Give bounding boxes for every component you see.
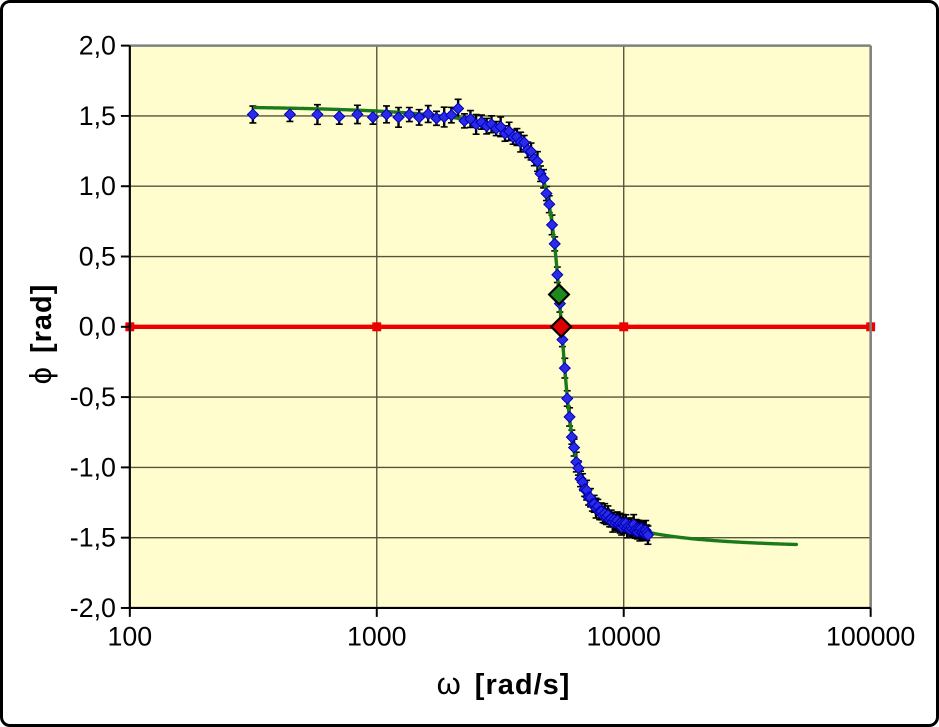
data-point — [366, 111, 380, 124]
data-point — [380, 108, 393, 121]
y-tick-label: 2,0 — [79, 31, 116, 61]
data-point — [392, 111, 405, 124]
x-tick-label: 10000 — [586, 622, 660, 652]
data-point — [572, 461, 585, 475]
y-tick-label: 0,5 — [79, 241, 116, 271]
data-point — [563, 410, 576, 424]
data-point — [558, 361, 571, 375]
data-point — [451, 102, 465, 115]
y-tick-label: -1,5 — [70, 523, 116, 553]
x-tick-label: 100 — [107, 622, 152, 652]
y-axis-title: ϕ [rad] — [23, 234, 59, 434]
zero-line-marker — [372, 322, 382, 332]
data-point — [422, 107, 435, 121]
x-tick-label: 100000 — [826, 622, 915, 652]
omega-symbol: ω — [436, 666, 461, 701]
data-point — [556, 333, 569, 346]
y-tick-label: 1,0 — [79, 171, 116, 201]
data-point — [561, 392, 574, 405]
data-point — [567, 441, 581, 454]
data-point — [445, 108, 458, 122]
data-point — [351, 108, 364, 121]
data-point — [531, 155, 544, 168]
y-tick-label: -2,0 — [70, 593, 116, 623]
phi-symbol: ϕ — [23, 367, 58, 385]
y-tick-label: 1,5 — [79, 101, 116, 131]
data-point — [403, 108, 416, 121]
y-tick-label: -1,0 — [70, 452, 116, 482]
data-point — [333, 110, 346, 123]
data-point — [283, 108, 297, 121]
y-tick-label: 0,0 — [79, 312, 116, 342]
data-point — [537, 172, 550, 185]
y-tick-label: -0,5 — [70, 382, 116, 412]
data-point — [543, 198, 556, 211]
data-point — [565, 431, 578, 444]
data-point — [311, 108, 324, 121]
x-axis-title: ω [rad/s] — [130, 666, 877, 702]
data-point — [540, 187, 553, 200]
data-point — [545, 218, 559, 232]
x-axis-unit: [rad/s] — [474, 669, 571, 701]
zero-line-marker — [619, 322, 629, 332]
x-tick-label: 1000 — [347, 622, 407, 652]
y-axis-unit: [rad] — [26, 283, 58, 354]
data-point — [246, 108, 260, 121]
zero-crossing-marker — [549, 315, 573, 339]
data-point — [413, 111, 426, 124]
data-point — [551, 268, 564, 281]
data-point — [548, 237, 561, 251]
resonance-phase-marker — [547, 283, 571, 306]
data-point — [641, 528, 655, 542]
